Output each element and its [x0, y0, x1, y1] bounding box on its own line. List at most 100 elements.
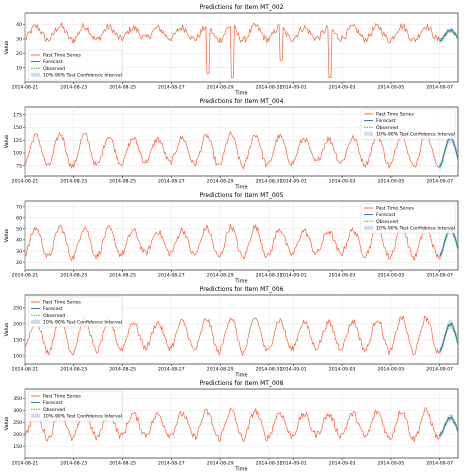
x-tick-label: 2014-08-23 — [60, 85, 87, 91]
x-tick-label: 2014-09-05 — [378, 179, 405, 185]
y-tick-label: 100 — [13, 151, 22, 157]
x-axis-label: Time — [234, 373, 247, 379]
x-tick-label: 2014-08-25 — [109, 461, 136, 467]
chart-legend: Past Time SeriesForecastObserved10%-90% … — [360, 108, 456, 140]
y-tick-label: 20 — [16, 51, 22, 57]
chart-title: Predictions for Item MT_005 — [200, 192, 284, 199]
x-tick-label: 2014-08-29 — [207, 179, 234, 185]
x-tick-label: 2014-09-07 — [426, 85, 453, 91]
chart-legend: Past Time SeriesForecastObserved10%-90% … — [27, 296, 123, 328]
past-time-series-line — [24, 406, 441, 443]
legend-box — [360, 202, 456, 234]
x-tick-label: 2014-08-27 — [158, 179, 185, 185]
x-tick-label: 2014-09-05 — [378, 273, 405, 279]
x-tick-label: 2014-09-07 — [426, 273, 453, 279]
observed-line — [439, 321, 459, 352]
legend-label: Forecast — [43, 59, 63, 65]
x-tick-label: 2014-09-05 — [378, 461, 405, 467]
y-tick-label: 125 — [13, 138, 22, 144]
legend-label: Forecast — [43, 306, 63, 312]
past-time-series-line — [24, 21, 441, 79]
y-tick-label: 30 — [16, 249, 22, 255]
y-tick-label: 175 — [13, 112, 22, 118]
past-time-series-line — [24, 223, 440, 262]
legend-label: Past Time Series — [376, 112, 414, 118]
x-tick-label: 2014-09-03 — [329, 273, 356, 279]
legend-box — [27, 296, 123, 328]
legend-label: Observed — [43, 66, 65, 72]
x-tick-label: 2014-09-01 — [280, 179, 307, 185]
y-tick-label: 10 — [16, 65, 22, 71]
x-tick-label: 2014-09-07 — [426, 461, 453, 467]
x-tick-label: 2014-09-01 — [280, 367, 307, 373]
x-tick-label: 2014-08-31 — [256, 461, 283, 467]
y-tick-label: 60 — [16, 215, 22, 221]
x-axis-label: Time — [234, 185, 247, 191]
legend-label: 10%-90% Test Confidence Interval — [43, 413, 122, 419]
x-tick-label: 2014-08-25 — [109, 179, 136, 185]
past-time-series-line — [24, 313, 440, 357]
x-tick-label: 2014-08-21 — [12, 461, 39, 467]
y-tick-label: 40 — [16, 22, 22, 28]
x-tick-label: 2014-08-21 — [12, 179, 39, 185]
x-tick-label: 2014-08-23 — [60, 367, 87, 373]
observed-line — [439, 27, 459, 42]
chart-title: Predictions for Item MT_002 — [200, 4, 284, 11]
y-tick-label: 100 — [13, 354, 22, 360]
chart-legend: Past Time SeriesForecastObserved10%-90% … — [27, 390, 123, 422]
x-tick-label: 2014-08-31 — [256, 367, 283, 373]
chart-title: Predictions for Item MT_006 — [200, 286, 284, 293]
y-axis-label: Value — [4, 41, 10, 55]
chart-legend: Past Time SeriesForecastObserved10%-90% … — [360, 202, 456, 234]
x-tick-label: 2014-08-29 — [207, 461, 234, 467]
legend-swatch-interval — [31, 413, 40, 418]
x-axis-label: Time — [234, 279, 247, 285]
chart-panel-3: Predictions for Item MT_005 20 30 40 50 60 70 2… — [4, 192, 459, 285]
x-tick-label: 2014-09-05 — [378, 367, 405, 373]
x-tick-label: 2014-08-23 — [60, 273, 87, 279]
y-tick-label: 200 — [13, 322, 22, 328]
observed-line — [439, 135, 459, 168]
x-tick-label: 2014-09-07 — [426, 179, 453, 185]
y-tick-label: 20 — [16, 260, 22, 266]
legend-label: Forecast — [376, 212, 396, 218]
x-tick-label: 2014-08-21 — [12, 367, 39, 373]
legend-label: 10%-90% Test Confidence Interval — [376, 225, 455, 231]
legend-box — [360, 108, 456, 140]
y-tick-label: 150 — [13, 125, 22, 131]
legend-label: Past Time Series — [43, 53, 81, 59]
y-tick-label: 350 — [13, 396, 22, 402]
y-axis-label: Value — [4, 135, 10, 149]
y-tick-label: 70 — [16, 204, 22, 210]
x-tick-label: 2014-08-23 — [60, 179, 87, 185]
y-tick-label: 150 — [13, 444, 22, 450]
x-tick-label: 2014-08-27 — [158, 85, 185, 91]
legend-swatch-interval — [31, 319, 40, 324]
legend-label: Observed — [43, 407, 65, 413]
x-tick-label: 2014-09-03 — [329, 179, 356, 185]
legend-label: Past Time Series — [43, 300, 81, 306]
x-tick-label: 2014-09-03 — [329, 461, 356, 467]
x-tick-label: 2014-08-23 — [60, 461, 87, 467]
chart-title: Predictions for Item MT_004 — [200, 98, 284, 105]
legend-box — [27, 49, 123, 81]
x-tick-label: 2014-09-05 — [378, 85, 405, 91]
x-tick-label: 2014-08-25 — [109, 273, 136, 279]
x-tick-label: 2014-08-27 — [158, 461, 185, 467]
y-axis-label: Value — [4, 323, 10, 337]
y-tick-label: 150 — [13, 338, 22, 344]
x-tick-label: 2014-08-21 — [12, 273, 39, 279]
legend-label: 10%-90% Test Confidence Interval — [43, 72, 122, 78]
y-tick-label: 30 — [16, 37, 22, 43]
legend-label: Observed — [376, 125, 398, 131]
legend-label: Observed — [43, 313, 65, 319]
legend-swatch-interval — [31, 72, 40, 77]
x-axis-label: Time — [234, 91, 247, 97]
x-tick-label: 2014-09-01 — [280, 85, 307, 91]
chart-title: Predictions for Item MT_008 — [200, 380, 284, 387]
x-tick-label: 2014-08-31 — [256, 85, 283, 91]
x-tick-label: 2014-08-29 — [207, 273, 234, 279]
x-tick-label: 2014-08-27 — [158, 273, 185, 279]
chart-legend: Past Time SeriesForecastObserved10%-90% … — [27, 49, 123, 81]
x-tick-label: 2014-08-25 — [109, 85, 136, 91]
